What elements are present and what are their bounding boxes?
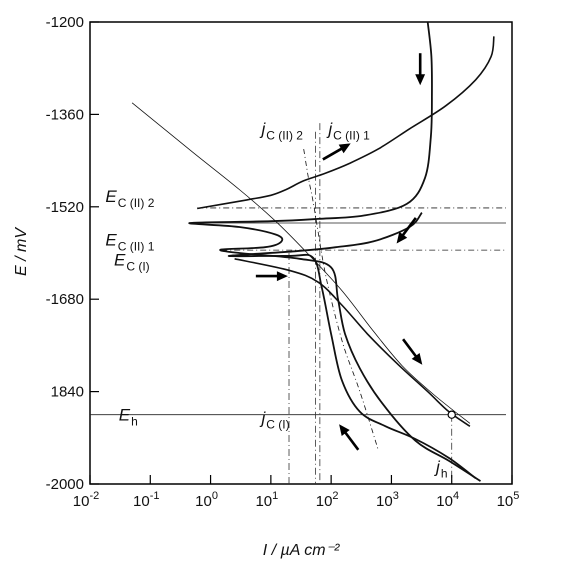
intersection-marker (447, 410, 456, 419)
y-axis-ticks: -1200 -1360 -1520 -1680 1840 -2000 (46, 14, 99, 493)
y-tick-label: -2000 (46, 476, 84, 493)
annotation-subscript: h (441, 466, 448, 480)
series-cathodic-scan (188, 21, 481, 482)
y-axis-title: E / mV (13, 227, 30, 276)
y-tick-label: -1360 (46, 106, 84, 123)
annotation-symbol: j (260, 408, 267, 427)
arrow-up-right (322, 143, 351, 161)
annotation-symbol: E (105, 230, 117, 249)
arrow-head (276, 271, 288, 282)
x-tick-exponent: 0 (212, 490, 218, 502)
x-tick-base: 10 (316, 493, 333, 510)
y-tick-label: 1840 (51, 384, 84, 401)
x-tick-exponent: 2 (332, 490, 338, 502)
x-tick-exponent: -1 (150, 490, 160, 502)
plot-frame (89, 21, 513, 485)
arrow-down (415, 53, 426, 86)
arrow-head (396, 231, 408, 244)
x-axis-ticks: 10-2 10-1 100 101 102 103 104 105 (73, 475, 520, 510)
series-tafel-line (131, 102, 471, 424)
annotation-E-C-II-1: EC (II) 1 (105, 230, 154, 253)
x-tick-label: 10-1 (133, 490, 159, 510)
data-series (131, 21, 495, 482)
x-tick-exponent: 3 (393, 490, 399, 502)
annotation-subscript: h (131, 414, 138, 428)
annotation-subscript: C (I) (126, 260, 149, 274)
annotation-subscript: C (II) 1 (118, 239, 155, 253)
annotation-symbol: j (326, 120, 333, 139)
arrow-up-left (339, 424, 360, 451)
annotation-symbol: E (114, 251, 126, 270)
series-upper-branch (197, 36, 495, 210)
x-tick-base: 10 (255, 493, 272, 510)
annotation-symbol: j (260, 120, 267, 139)
y-tick-label: -1200 (46, 14, 84, 31)
x-tick-label: 102 (316, 490, 339, 510)
x-tick-label: 104 (436, 490, 459, 510)
arrow-down-right (402, 338, 423, 365)
x-tick-base: 10 (376, 493, 393, 510)
series-anodic-scan (227, 212, 477, 479)
x-tick-base: 10 (436, 493, 453, 510)
annotation-E-h: Eh (119, 405, 138, 428)
x-tick-label: 101 (255, 490, 278, 510)
annotation-E-C-I: EC (I) (114, 251, 150, 274)
x-tick-exponent: 5 (513, 490, 519, 502)
series-return-scan (234, 258, 471, 427)
annotation-j-C-II-2: jC (II) 2 (260, 120, 304, 143)
x-tick-label: 103 (376, 490, 399, 510)
annotation-subscript: C (II) 1 (333, 129, 370, 143)
annotation-E-C-II-2: EC (II) 2 (105, 187, 154, 210)
annotation-symbol: E (119, 405, 131, 424)
series-jC-II-2-curve (303, 149, 379, 450)
arrow-head (415, 74, 426, 86)
annotation-subscript: C (I) (266, 417, 289, 431)
x-axis-title: I / µA cm⁻² (263, 542, 340, 559)
arrow-head (411, 353, 423, 365)
annotation-j-C-I: jC (I) (260, 408, 290, 431)
x-tick-base: 10 (73, 493, 90, 510)
arrow-down-left (396, 217, 417, 244)
arrow-right (255, 271, 288, 282)
annotation-symbol: j (434, 457, 441, 476)
arrow-head (339, 424, 350, 436)
x-tick-label: 105 (497, 490, 520, 510)
x-tick-exponent: 1 (272, 490, 278, 502)
arrow-head (338, 143, 351, 154)
x-tick-label: 100 (195, 490, 218, 510)
reference-lines (90, 123, 506, 484)
annotation-j-h: jh (434, 457, 447, 480)
annotation-j-C-II-1: jC (II) 1 (326, 120, 370, 143)
annotation-symbol: E (105, 187, 117, 206)
y-tick-label: -1680 (46, 291, 84, 308)
x-tick-exponent: 4 (453, 490, 459, 502)
annotation-subscript: C (II) 2 (266, 129, 303, 143)
x-tick-exponent: -2 (89, 490, 99, 502)
annotation-subscript: C (II) 2 (118, 196, 155, 210)
x-tick-label: 10-2 (73, 490, 99, 510)
x-tick-base: 10 (497, 493, 514, 510)
x-tick-base: 10 (133, 493, 150, 510)
x-tick-base: 10 (195, 493, 212, 510)
y-tick-label: -1520 (46, 199, 84, 216)
direction-arrows (255, 53, 426, 451)
